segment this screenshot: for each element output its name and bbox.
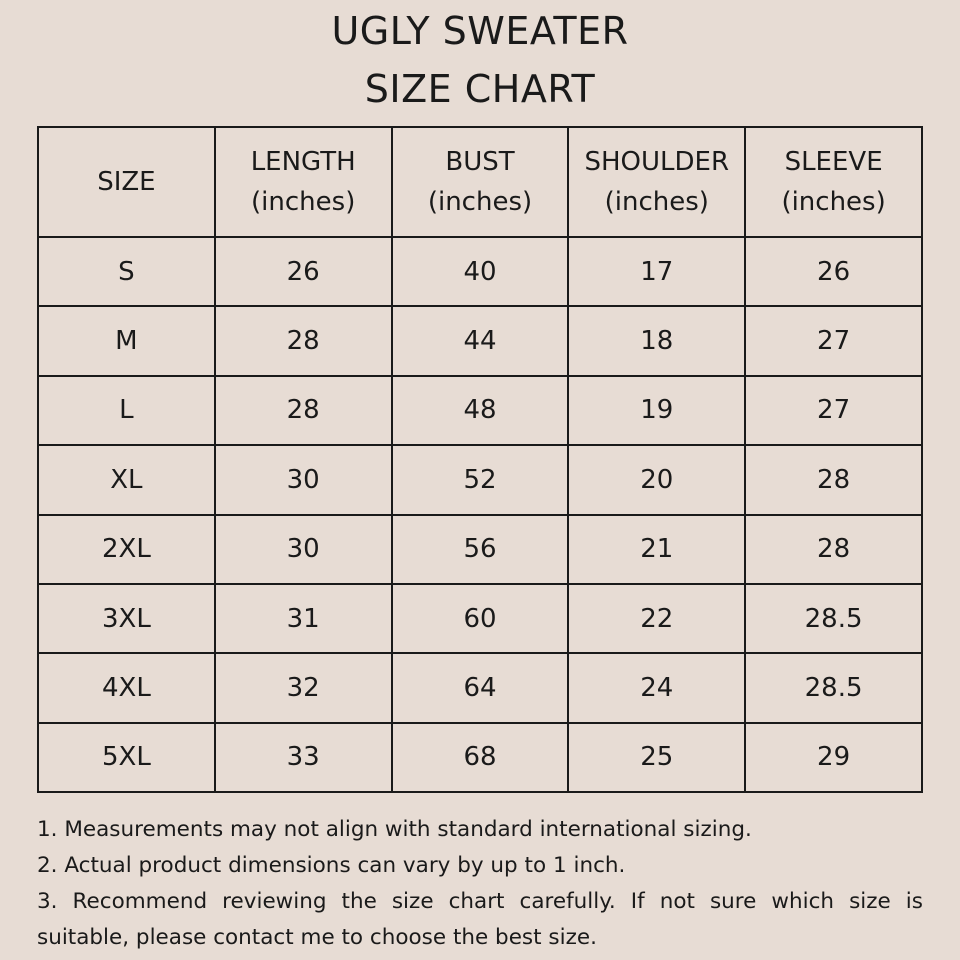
table-cell: 26 (213, 235, 393, 308)
table-cell: 28 (213, 305, 393, 377)
table-cell: 64 (390, 652, 570, 724)
table-row: S 26 40 17 26 (37, 235, 923, 308)
table-cell: 26 (744, 235, 923, 308)
column-header-unit: (inches) (251, 187, 356, 217)
column-header: LENGTH (inches) (213, 126, 393, 238)
table-cell: 17 (567, 235, 747, 308)
column-header-label: LENGTH (250, 147, 356, 177)
table-cell: 32 (213, 652, 393, 724)
table-cell: 18 (567, 305, 747, 377)
table-cell: 30 (213, 513, 393, 585)
column-header-unit: (inches) (781, 187, 886, 217)
column-header: SHOULDER (inches) (567, 126, 747, 238)
column-header-label: SLEEVE (784, 147, 883, 177)
table-cell: 29 (744, 721, 923, 794)
column-header: SIZE (37, 126, 216, 238)
table-cell: 21 (567, 513, 747, 585)
table-cell: 44 (390, 305, 570, 377)
note-3: 3. Recommend reviewing the size chart ca… (37, 889, 923, 950)
table-cell: 5XL (37, 721, 216, 794)
table-cell: 28 (744, 513, 923, 585)
table-cell: 30 (213, 444, 393, 516)
table-cell: 25 (567, 721, 747, 794)
table-cell: 27 (744, 374, 923, 447)
table-cell: S (37, 235, 216, 308)
note-1: 1. Measurements may not align with stand… (37, 817, 752, 842)
table-row: 2XL 30 56 21 28 (37, 513, 923, 585)
column-header: SLEEVE (inches) (744, 126, 923, 238)
title-line-1: UGLY SWEATER (331, 9, 629, 53)
table-cell: 28.5 (744, 652, 923, 724)
table-cell: 19 (567, 374, 747, 447)
table-cell: L (37, 374, 216, 447)
table-cell: 68 (390, 721, 570, 794)
table-cell: 20 (567, 444, 747, 516)
table-row: 3XL 31 60 22 28.5 (37, 582, 923, 655)
note-2: 2. Actual product dimensions can vary by… (37, 853, 626, 878)
table-cell: 22 (567, 582, 747, 655)
column-header-unit: (inches) (427, 187, 533, 217)
table-cell: XL (37, 444, 216, 516)
table-cell: M (37, 305, 216, 377)
table-cell: 52 (390, 444, 570, 516)
table-cell: 3XL (37, 582, 216, 655)
table-row: 5XL 33 68 25 29 (37, 721, 923, 794)
table-cell: 60 (390, 582, 570, 655)
table-cell: 33 (213, 721, 393, 794)
title-line-2: SIZE CHART (364, 67, 596, 111)
table-row: 4XL 32 64 24 28.5 (37, 652, 923, 724)
table-cell: 24 (567, 652, 747, 724)
column-header: BUST (inches) (390, 126, 570, 238)
table-cell: 28.5 (744, 582, 923, 655)
size-chart-table: SIZE LENGTH (inches) BUST (inches) SHOULDER (i… (37, 126, 923, 794)
table-cell: 56 (390, 513, 570, 585)
table-cell: 31 (213, 582, 393, 655)
table-cell: 28 (744, 444, 923, 516)
column-header-label: BUST (445, 147, 515, 177)
table-cell: 27 (744, 305, 923, 377)
table-row: XL 30 52 20 28 (37, 444, 923, 516)
table-row: L 28 48 19 27 (37, 374, 923, 447)
table-row: M 28 44 18 27 (37, 305, 923, 377)
column-header-label: SHOULDER (584, 147, 730, 177)
notes: 1. Measurements may not align with stand… (37, 812, 923, 956)
table-cell: 28 (213, 374, 393, 447)
column-header-unit: (inches) (604, 187, 709, 217)
page-title: UGLY SWEATER SIZE CHART (0, 2, 960, 118)
table-cell: 4XL (37, 652, 216, 724)
table-cell: 48 (390, 374, 570, 447)
table-cell: 40 (390, 235, 570, 308)
column-header-label: SIZE (97, 167, 156, 197)
table-cell: 2XL (37, 513, 216, 585)
